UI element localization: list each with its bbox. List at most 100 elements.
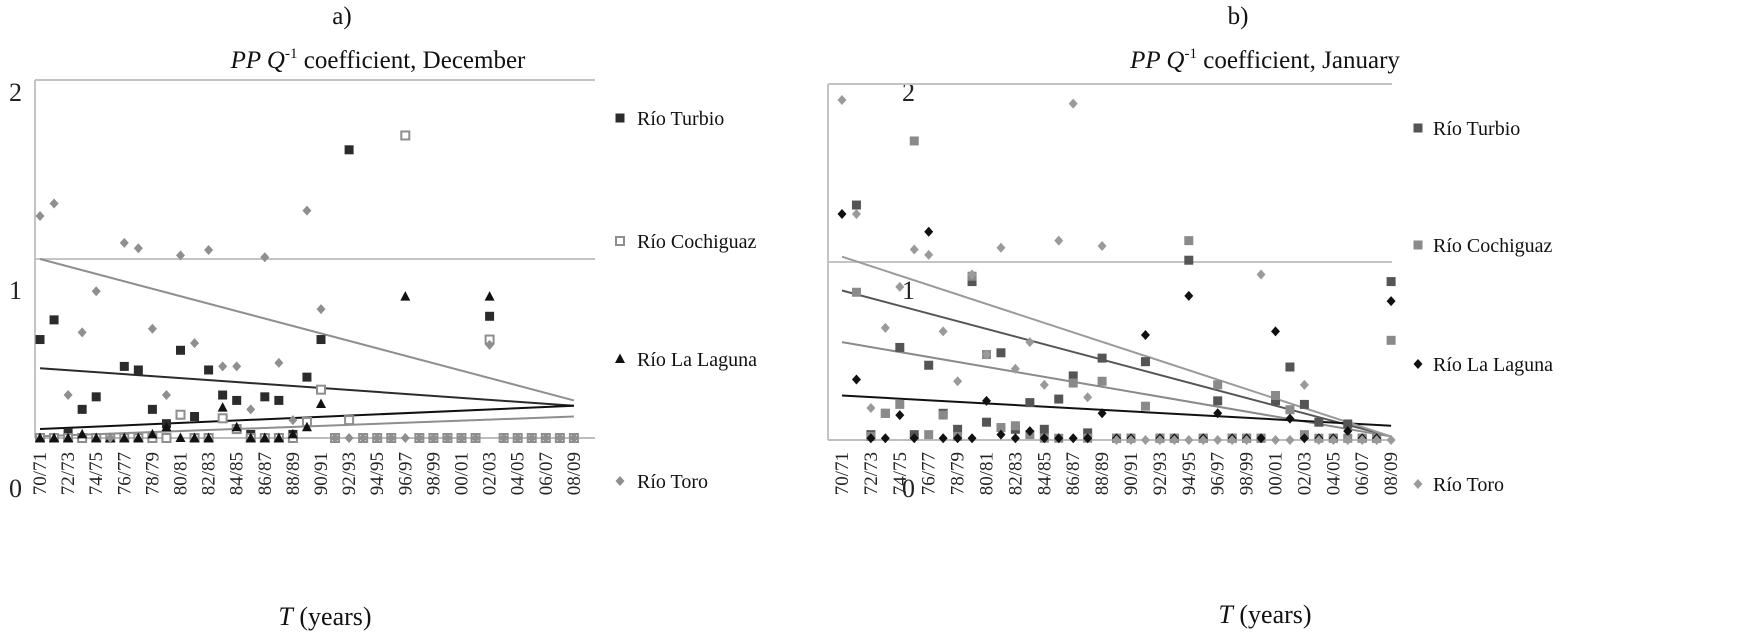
panel-b-point-rio-turbio	[1299, 399, 1309, 409]
panel-b-point-rio-cochiguaz	[1184, 236, 1194, 246]
panel-a-point-rio-la-laguna	[273, 432, 284, 442]
panel-b-point-rio-cochiguaz	[909, 136, 919, 146]
panel-a-trendline-r-o-turbio	[39, 367, 574, 407]
panel-b-point-rio-toro	[1025, 337, 1035, 348]
panel-b-point-rio-la-laguna	[1140, 329, 1150, 340]
panel-b-point-rio-cochiguaz	[851, 287, 861, 297]
panel-a-point-rio-toro	[176, 250, 185, 261]
panel-b-xtick-label: 70/71	[832, 452, 853, 495]
panel-b-point-rio-toro	[1299, 379, 1309, 390]
panel-b-xtick-label: 92/93	[1150, 452, 1171, 495]
panel-b-legend-label-rio-la-laguna: Río La Laguna	[1433, 354, 1553, 376]
panel-a-point-rio-toro	[541, 433, 551, 443]
panel-b-xtick-label: 06/07	[1352, 452, 1373, 495]
panel-a-point-rio-toro	[344, 433, 354, 443]
panel-b-point-rio-toro	[1343, 435, 1353, 445]
panel-a-point-rio-la-laguna	[203, 432, 214, 442]
panel-a-point-rio-turbio	[232, 395, 242, 405]
panel-b-point-rio-toro	[909, 244, 919, 255]
panel-a-point-rio-turbio	[260, 392, 270, 402]
panel-a-point-rio-la-laguna	[175, 432, 186, 442]
panel-b-legend-label-rio-turbio: Río Turbio	[1433, 118, 1520, 140]
panel-b-point-rio-toro	[1083, 392, 1093, 403]
panel-b-point-rio-toro	[1169, 435, 1179, 445]
panel-b-legend-marker-rio-cochiguaz	[1413, 240, 1423, 250]
panel-a-point-rio-toro	[457, 433, 466, 443]
panel-a-ytick-2: 2	[9, 78, 22, 107]
panel-a-xtick-label: 06/07	[536, 452, 557, 495]
panel-b-trendline-r-o-turbio	[841, 289, 1392, 438]
panel-b-point-rio-turbio	[1213, 396, 1223, 406]
panel-a-point-rio-toro	[569, 433, 579, 443]
panel-a-xtick-label: 92/93	[339, 452, 360, 495]
panel-a-point-rio-toro	[161, 390, 171, 401]
panel-a-legend-label-rio-turbio: Río Turbio	[637, 108, 724, 130]
panel-b-point-rio-la-laguna	[837, 208, 847, 219]
panel-a-point-rio-la-laguna	[217, 402, 228, 412]
panel-a-point-rio-la-laguna	[245, 432, 256, 442]
panel-a-title: PP Q-1 coefficient, December	[230, 46, 526, 74]
panel-b-trendline-r-o-la-laguna	[841, 394, 1392, 427]
panel-a-xtick-label: 04/05	[508, 452, 529, 495]
panel-b-point-rio-la-laguna	[866, 433, 876, 444]
panel-b-legend-marker-rio-toro	[1413, 479, 1423, 489]
panel-a-point-rio-toro	[35, 211, 45, 222]
panel-b-point-rio-toro	[1198, 435, 1208, 445]
panel-b-point-rio-cochiguaz	[1068, 378, 1078, 388]
panel-a-xtick-label: 82/83	[199, 452, 220, 495]
panel-a-point-rio-toro	[471, 433, 481, 443]
panel-a-point-rio-la-laguna	[259, 432, 270, 442]
panel-b-point-rio-la-laguna	[1184, 290, 1194, 301]
panel-b-xtick-label: 74/75	[890, 452, 911, 495]
panel-b-point-rio-la-laguna	[953, 433, 963, 444]
panel-b-point-rio-toro	[924, 249, 934, 260]
panel-b-xtick-label: 90/91	[1121, 452, 1142, 495]
panel-b-label: b)	[1228, 3, 1249, 30]
panel-a-point-rio-turbio	[91, 392, 101, 402]
panel-b-point-rio-toro	[1140, 435, 1150, 445]
panel-b-point-rio-la-laguna	[1083, 433, 1093, 444]
panel-a-point-rio-toro	[288, 415, 298, 426]
panel-a-point-rio-la-laguna	[316, 398, 326, 408]
panel-a-point-rio-toro	[527, 433, 537, 443]
panel-b-point-rio-turbio	[953, 424, 963, 434]
panel-b-point-rio-toro	[1386, 435, 1396, 445]
panel-a-point-rio-toro	[386, 433, 396, 443]
panel-a-point-rio-la-laguna	[484, 291, 495, 301]
panel-a-point-rio-la-laguna	[119, 432, 130, 442]
panel-a-point-rio-turbio	[176, 345, 185, 355]
panel-a-xlabel: T (years)	[278, 602, 371, 631]
panel-b-point-rio-toro	[967, 269, 977, 280]
panel-b-point-rio-la-laguna	[1271, 326, 1280, 337]
panel-a-point-rio-toro	[105, 433, 115, 443]
panel-a-point-rio-toro	[400, 433, 410, 443]
panel-b-xtick-label: 98/99	[1237, 452, 1258, 495]
panel-b-xtick-label: 86/87	[1063, 452, 1084, 495]
panel-b-xtick-label: 02/03	[1294, 452, 1315, 495]
panel-a-point-rio-toro	[316, 304, 326, 315]
panel-b-point-rio-cochiguaz	[1285, 405, 1295, 415]
panel-b-point-rio-toro	[1357, 435, 1367, 445]
panel-b-legend-label-rio-toro: Río Toro	[1433, 474, 1504, 496]
panel-b-xtick-label: 82/83	[1005, 452, 1026, 495]
panel-a-point-rio-toro	[204, 245, 214, 256]
panel-a-point-rio-la-laguna	[49, 432, 60, 442]
panel-a-point-rio-toro	[358, 433, 368, 443]
panel-a-point-rio-toro	[133, 243, 143, 254]
panel-b-xlabel: T (years)	[1218, 600, 1311, 629]
panel-b-point-rio-toro	[880, 322, 890, 333]
panel-b-point-rio-turbio	[1025, 398, 1035, 408]
panel-a-point-rio-la-laguna	[77, 428, 88, 439]
panel-a-point-rio-toro	[77, 327, 87, 338]
panel-a-point-rio-la-laguna	[147, 428, 158, 439]
panel-a-ytick-0: 0	[9, 474, 22, 503]
panel-a-point-rio-toro	[414, 433, 424, 443]
panel-a-point-rio-toro	[91, 286, 101, 297]
panel-b-point-rio-turbio	[1039, 424, 1049, 434]
panel-b-point-rio-cochiguaz	[1213, 380, 1223, 390]
panel-a-point-rio-toro	[119, 237, 129, 248]
panel-a-point-rio-toro	[274, 357, 284, 368]
panel-b-point-rio-cochiguaz	[895, 399, 905, 409]
panel-a-point-rio-toro	[555, 433, 565, 443]
